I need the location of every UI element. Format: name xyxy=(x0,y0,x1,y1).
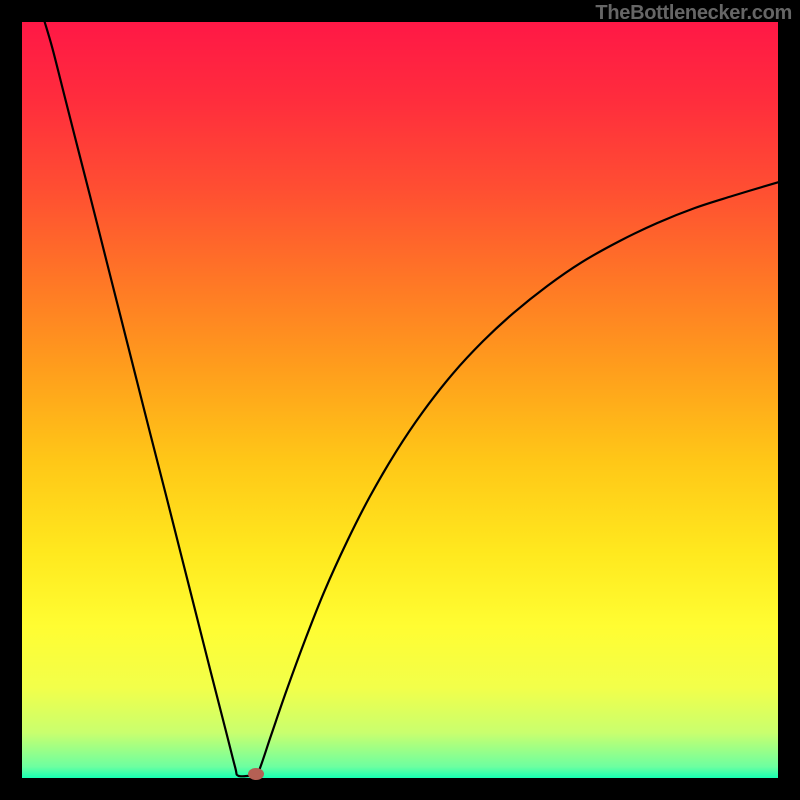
optimal-point-marker xyxy=(248,768,264,780)
series-left-branch xyxy=(45,22,255,776)
chart-container: TheBottlenecker.com xyxy=(0,0,800,800)
series-right-branch xyxy=(255,182,778,775)
watermark-text: TheBottlenecker.com xyxy=(595,2,792,25)
curve-overlay xyxy=(0,0,800,800)
